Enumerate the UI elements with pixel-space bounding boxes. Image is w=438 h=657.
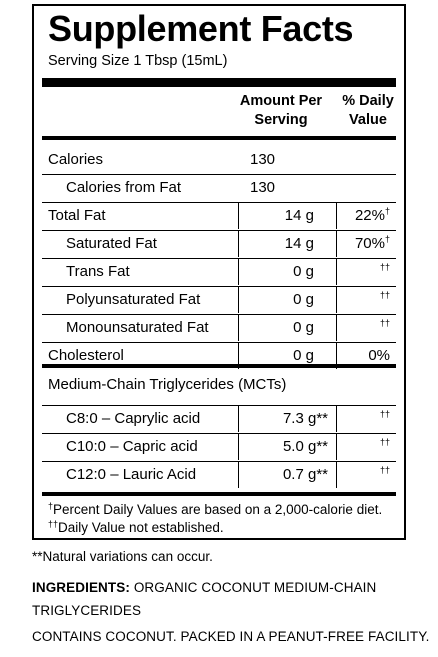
- mct-label: C10:0 – Capric acid: [66, 438, 198, 455]
- nutrient-label: Monounsaturated Fat: [66, 319, 209, 336]
- ingredients-line: INGREDIENTS: ORGANIC COCONUT MEDIUM-CHAI…: [32, 580, 376, 595]
- nutrient-row: Calories from Fat 130: [42, 174, 396, 201]
- nutrient-label: Trans Fat: [66, 263, 130, 280]
- nutrient-daily-value: ††: [379, 318, 390, 328]
- nutrient-amount: 130: [250, 179, 276, 196]
- nutrient-row: Monounsaturated Fat 0 g ††: [42, 314, 396, 341]
- row-divider: [42, 286, 396, 287]
- column-divider: [336, 258, 337, 285]
- column-divider: [336, 461, 337, 488]
- nutrient-amount: 0 g: [293, 319, 314, 336]
- nutrient-amount: 0 g: [293, 347, 314, 364]
- nutrient-amount: 14 g: [284, 207, 314, 224]
- row-divider: [42, 405, 396, 406]
- column-divider: [336, 202, 337, 229]
- amount-header: Amount Per Serving: [239, 93, 323, 128]
- column-divider: [238, 342, 239, 369]
- nutrient-amount: 130: [250, 151, 276, 168]
- row-divider: [42, 342, 396, 343]
- panel-title: Supplement Facts: [48, 8, 354, 49]
- mct-label: C8:0 – Caprylic acid: [66, 410, 201, 427]
- column-divider: [336, 405, 337, 432]
- column-divider: [238, 202, 239, 229]
- nutrient-daily-value: 0%: [368, 347, 390, 364]
- column-divider: [238, 433, 239, 460]
- nutrient-amount: 14 g: [284, 235, 314, 252]
- column-divider: [238, 405, 239, 432]
- column-divider: [336, 230, 337, 257]
- nutrient-amount: 0 g: [293, 263, 314, 280]
- footnote-not-established: ††Daily Value not established.: [48, 519, 224, 535]
- thick-divider-header: [42, 136, 396, 140]
- row-divider: [42, 433, 396, 434]
- mct-row: C8:0 – Caprylic acid 7.3 g** ††: [42, 405, 396, 432]
- nutrient-daily-value: 70%†: [354, 234, 390, 252]
- nutrient-label: Total Fat: [48, 207, 106, 224]
- allergen-statement: CONTAINS COCONUT. PACKED IN A PEANUT-FRE…: [32, 629, 430, 644]
- mct-amount: 5.0 g**: [282, 438, 328, 455]
- mct-heading: Medium-Chain Triglycerides (MCTs): [48, 376, 287, 393]
- nutrient-label: Cholesterol: [48, 347, 124, 364]
- nutrient-label: Calories from Fat: [66, 179, 182, 196]
- supplement-facts-panel: Supplement Facts Serving Size 1 Tbsp (15…: [32, 4, 406, 540]
- nutrient-row: Total Fat 14 g 22%†: [42, 202, 396, 229]
- daily-value-header: % Daily Value: [342, 93, 394, 128]
- mct-amount: 0.7 g**: [282, 466, 328, 483]
- column-divider: [336, 433, 337, 460]
- serving-size: Serving Size 1 Tbsp (15mL): [48, 53, 228, 69]
- footnote-daily-values: †Percent Daily Values are based on a 2,0…: [48, 501, 383, 517]
- column-divider: [238, 230, 239, 257]
- column-divider: [238, 258, 239, 285]
- nutrient-label: Calories: [48, 151, 104, 168]
- nutrient-row: Trans Fat 0 g ††: [42, 258, 396, 285]
- column-divider: [238, 461, 239, 488]
- row-divider: [42, 258, 396, 259]
- thick-divider-mct: [42, 364, 396, 368]
- column-divider: [238, 314, 239, 341]
- ingredients-text: ORGANIC COCONUT MEDIUM-CHAIN: [129, 580, 377, 595]
- mct-daily-value: ††: [379, 409, 390, 419]
- mct-row: C12:0 – Lauric Acid 0.7 g** ††: [42, 461, 396, 488]
- ingredients-label: INGREDIENTS:: [32, 580, 130, 595]
- mct-label: C12:0 – Lauric Acid: [66, 466, 197, 483]
- nutrient-row: Cholesterol 0 g 0%: [42, 342, 396, 369]
- mct-amount: 7.3 g**: [282, 410, 328, 427]
- thick-divider-top: [42, 78, 396, 87]
- mct-row: C10:0 – Capric acid 5.0 g** ††: [42, 433, 396, 460]
- row-divider: [42, 314, 396, 315]
- nutrient-row: Saturated Fat 14 g 70%†: [42, 230, 396, 257]
- nutrient-daily-value: ††: [379, 262, 390, 272]
- nutrient-daily-value: ††: [379, 290, 390, 300]
- nutrient-row: Calories 130: [42, 146, 396, 173]
- row-divider: [42, 461, 396, 462]
- column-divider: [336, 286, 337, 313]
- mct-daily-value: ††: [379, 437, 390, 447]
- column-divider: [336, 342, 337, 369]
- row-divider: [42, 202, 396, 203]
- column-divider: [238, 286, 239, 313]
- mct-daily-value: ††: [379, 465, 390, 475]
- thick-divider-footnotes: [42, 492, 396, 496]
- row-divider: [42, 230, 396, 231]
- nutrient-label: Saturated Fat: [66, 235, 157, 252]
- nutrient-label: Polyunsaturated Fat: [66, 291, 201, 308]
- nutrient-amount: 0 g: [293, 291, 314, 308]
- row-divider: [42, 174, 396, 175]
- nutrient-row: Polyunsaturated Fat 0 g ††: [42, 286, 396, 313]
- ingredients-line-2: TRIGLYCERIDES: [32, 603, 142, 618]
- nutrient-daily-value: 22%†: [354, 206, 390, 224]
- column-divider: [336, 314, 337, 341]
- natural-variations-note: **Natural variations can occur.: [32, 549, 213, 564]
